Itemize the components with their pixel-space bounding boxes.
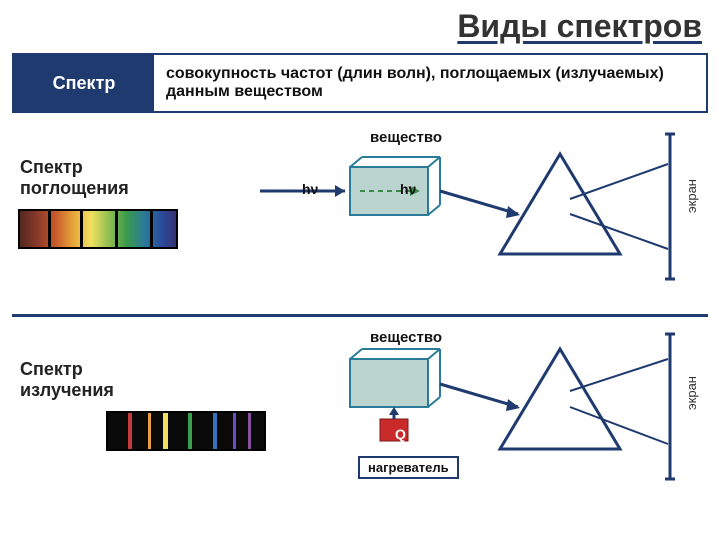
absorption-heading: Спектр поглощения bbox=[20, 157, 129, 199]
q-label: Q bbox=[395, 426, 406, 442]
emission-diagram bbox=[250, 329, 710, 499]
definition-label: Спектр bbox=[14, 55, 154, 111]
screen-label-2: экран bbox=[684, 376, 699, 410]
definition-text: совокупность частот (длин волн), поглоща… bbox=[154, 55, 706, 111]
hv-label-2: hν bbox=[400, 181, 416, 197]
absorption-spectrum bbox=[18, 209, 178, 249]
emission-section: Спектр излучения вещество Q нагреватель … bbox=[0, 321, 720, 506]
screen-label-1: экран bbox=[684, 179, 699, 213]
definition-row: Спектр совокупность частот (длин волн), … bbox=[12, 53, 708, 113]
hv-label-1: hν bbox=[302, 181, 318, 197]
emission-spectrum bbox=[106, 411, 266, 451]
absorption-section: Спектр поглощения вещество hν hν экран bbox=[0, 119, 720, 304]
absorption-diagram bbox=[250, 129, 710, 289]
page-title: Виды спектров bbox=[0, 0, 720, 47]
emission-heading: Спектр излучения bbox=[20, 359, 114, 401]
section-divider bbox=[12, 314, 708, 317]
heater-label: нагреватель bbox=[358, 456, 459, 479]
